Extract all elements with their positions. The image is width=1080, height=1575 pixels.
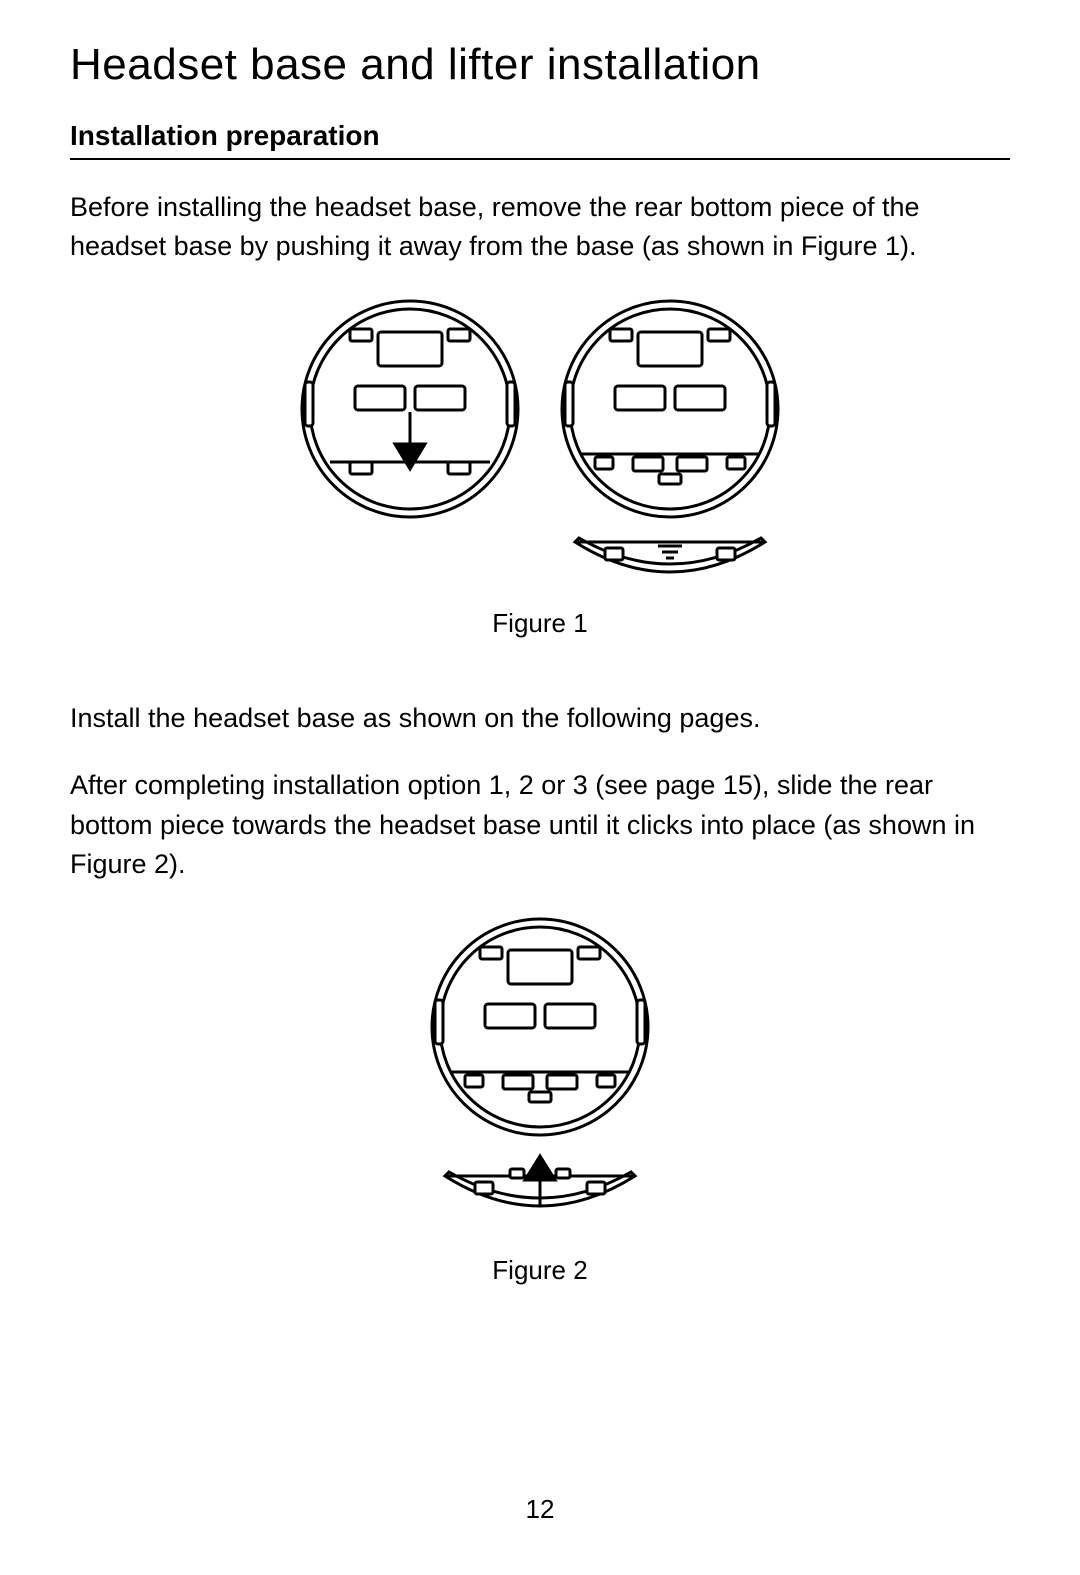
figure-1-caption: Figure 1 <box>70 608 1010 639</box>
page-title: Headset base and lifter installation <box>70 40 1010 90</box>
figure-2-caption: Figure 2 <box>70 1255 1010 1286</box>
section-heading: Installation preparation <box>70 120 1010 160</box>
figure1-right-group <box>555 294 785 600</box>
manual-page: Headset base and lifter installation Ins… <box>0 0 1080 1575</box>
figure1-base-left-icon <box>295 294 525 544</box>
paragraph-2: Install the headset base as shown on the… <box>70 699 1010 738</box>
figure1-base-right-icon <box>555 294 785 524</box>
paragraph-3: After completing installation option 1, … <box>70 766 1010 883</box>
figure-2: Figure 2 <box>70 912 1010 1286</box>
page-number: 12 <box>0 1494 1080 1525</box>
figure2-base-icon <box>425 912 655 1142</box>
figure-1: Figure 1 <box>70 294 1010 639</box>
paragraph-1: Before installing the headset base, remo… <box>70 188 1010 266</box>
figure1-rear-piece-icon <box>555 530 785 600</box>
figure-1-row <box>70 294 1010 600</box>
figure2-rear-piece-icon <box>425 1152 655 1237</box>
